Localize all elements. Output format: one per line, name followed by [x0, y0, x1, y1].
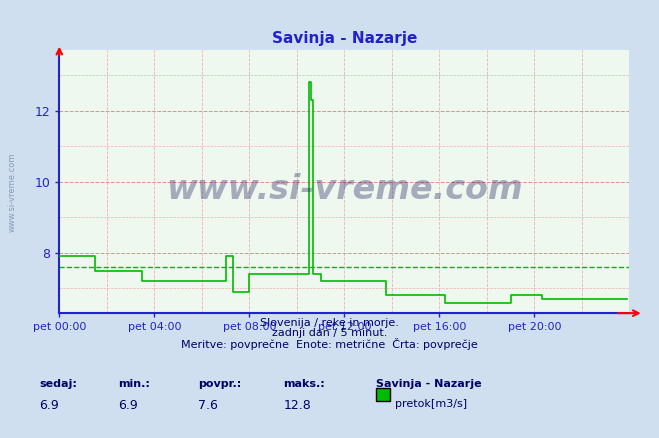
- Text: Slovenija / reke in morje.: Slovenija / reke in morje.: [260, 318, 399, 328]
- Text: www.si-vreme.com: www.si-vreme.com: [8, 153, 17, 233]
- Text: 12.8: 12.8: [283, 399, 311, 412]
- Text: www.si-vreme.com: www.si-vreme.com: [166, 173, 523, 206]
- Text: min.:: min.:: [119, 379, 150, 389]
- Text: maks.:: maks.:: [283, 379, 325, 389]
- Text: 7.6: 7.6: [198, 399, 217, 412]
- Title: Savinja - Nazarje: Savinja - Nazarje: [272, 32, 417, 46]
- Text: 6.9: 6.9: [119, 399, 138, 412]
- Text: sedaj:: sedaj:: [40, 379, 77, 389]
- Text: povpr.:: povpr.:: [198, 379, 241, 389]
- Text: Savinja - Nazarje: Savinja - Nazarje: [376, 379, 481, 389]
- Text: 6.9: 6.9: [40, 399, 59, 412]
- Text: Meritve: povprečne  Enote: metrične  Črta: povprečje: Meritve: povprečne Enote: metrične Črta:…: [181, 338, 478, 350]
- Text: zadnji dan / 5 minut.: zadnji dan / 5 minut.: [272, 328, 387, 338]
- Text: pretok[m3/s]: pretok[m3/s]: [395, 399, 467, 409]
